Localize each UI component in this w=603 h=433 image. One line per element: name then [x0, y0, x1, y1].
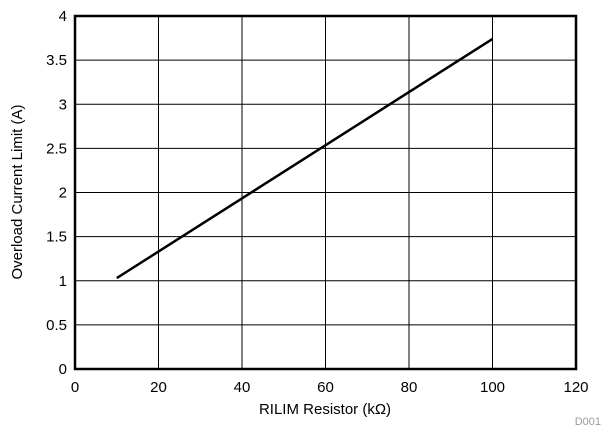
y-tick-label: 0.5 — [46, 317, 67, 334]
y-tick-label: 3.5 — [46, 52, 67, 69]
y-tick-label: 2 — [59, 185, 67, 202]
y-tick-labels: 0 0.5 1 1.5 2 2.5 3 3.5 4 — [46, 8, 67, 378]
x-axis-title: RILIM Resistor (kΩ) — [259, 401, 391, 418]
plot-area-frame — [73, 14, 578, 371]
y-axis-title: Overload Current Limit (A) — [9, 104, 26, 279]
x-tick-label: 100 — [480, 379, 505, 396]
y-tick-label: 4 — [59, 8, 67, 25]
series-line — [116, 37, 494, 280]
x-tick-labels: 0 20 40 60 80 100 120 — [71, 379, 589, 396]
x-tick-label: 40 — [234, 379, 251, 396]
y-tick-label: 0 — [59, 361, 67, 378]
y-tick-label: 2.5 — [46, 140, 67, 157]
figure-id: D001 — [575, 416, 601, 428]
x-tick-label: 120 — [563, 379, 588, 396]
x-tick-label: 20 — [150, 379, 167, 396]
x-tick-label: 60 — [317, 379, 334, 396]
y-tick-label: 1.5 — [46, 229, 67, 246]
x-tick-label: 80 — [401, 379, 418, 396]
y-tick-label: 1 — [59, 273, 67, 290]
series-layer — [116, 37, 494, 280]
y-tick-label: 3 — [59, 96, 67, 113]
x-tick-label: 0 — [71, 379, 79, 396]
grid-lines — [75, 16, 576, 369]
